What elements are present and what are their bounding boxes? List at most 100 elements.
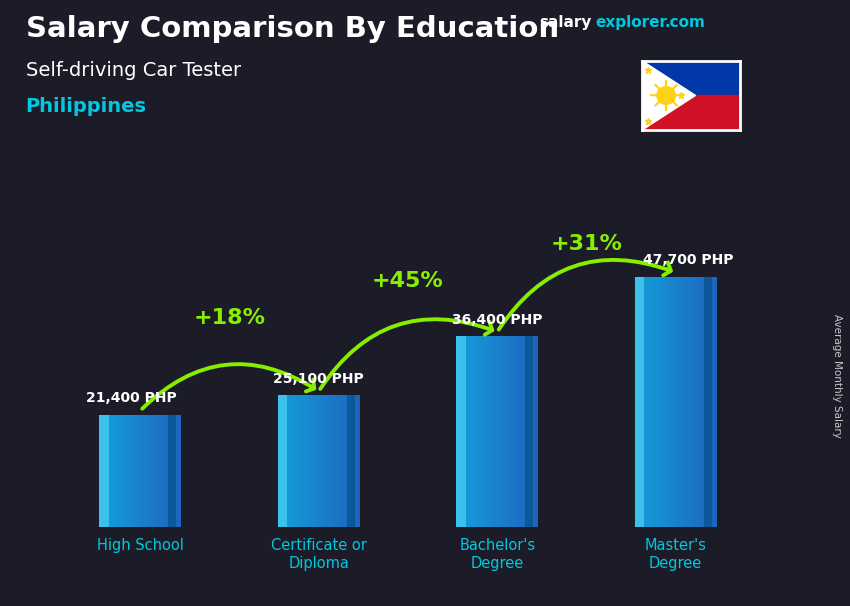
Bar [646,277,647,527]
Bar [290,395,292,527]
Bar [116,415,117,527]
Bar [330,395,332,527]
Bar [705,277,706,527]
Bar [161,415,162,527]
Bar [334,395,335,527]
Bar [524,336,526,527]
Text: +31%: +31% [551,235,622,255]
Bar [710,277,711,527]
Bar [486,336,488,527]
Bar [357,395,359,527]
Bar [125,415,127,527]
Bar [471,336,473,527]
Bar [536,336,538,527]
Text: explorer: explorer [595,15,667,30]
Bar [669,277,671,527]
Bar [674,277,676,527]
Bar [344,395,346,527]
Bar [282,395,283,527]
Bar [176,415,177,527]
Bar [129,415,131,527]
Bar [296,395,297,527]
Bar [278,395,287,527]
Bar [684,277,685,527]
Bar [308,395,309,527]
Bar [513,336,515,527]
Bar [154,415,156,527]
Bar [152,415,154,527]
Bar [321,395,323,527]
Bar [132,415,133,527]
Bar [135,415,136,527]
Bar [655,277,657,527]
Bar [99,415,101,527]
Bar [694,277,696,527]
Bar [280,395,282,527]
Bar [477,336,479,527]
Bar [665,277,666,527]
Text: Philippines: Philippines [26,97,146,116]
Bar [162,415,163,527]
Bar [339,395,341,527]
Bar [708,277,710,527]
Bar [658,277,660,527]
Text: Self-driving Car Tester: Self-driving Car Tester [26,61,241,79]
Bar [111,415,113,527]
Bar [118,415,120,527]
Bar [712,277,714,527]
Bar [522,336,524,527]
Bar [672,277,673,527]
Bar [335,395,337,527]
Bar [156,415,158,527]
Bar [299,395,301,527]
Bar [353,395,354,527]
Bar [692,277,694,527]
Bar [320,395,321,527]
Bar [314,395,316,527]
Bar [289,395,290,527]
Bar [354,395,355,527]
Bar [531,336,533,527]
Bar [696,277,698,527]
Bar [687,277,689,527]
Bar [109,415,110,527]
Bar [492,336,493,527]
Bar [635,277,637,527]
Bar [327,395,328,527]
Polygon shape [642,61,695,130]
Bar [145,415,147,527]
Bar [140,415,142,527]
Bar [278,395,280,527]
Bar [640,277,642,527]
Bar [124,415,125,527]
Text: Average Monthly Salary: Average Monthly Salary [832,314,842,438]
Bar [642,61,740,95]
Bar [642,95,740,130]
Bar [707,277,709,527]
Bar [662,277,664,527]
Bar [694,277,695,527]
Bar [671,277,672,527]
Bar [461,336,462,527]
Bar [298,395,300,527]
Bar [457,336,459,527]
Bar [337,395,339,527]
Bar [358,395,360,527]
Bar [341,395,342,527]
Bar [527,336,529,527]
Bar [666,277,667,527]
Text: 47,700 PHP: 47,700 PHP [643,253,734,267]
Bar [701,277,703,527]
Bar [294,395,296,527]
Bar [316,395,317,527]
Bar [170,415,172,527]
Bar [704,277,712,527]
Bar [163,415,165,527]
Bar [489,336,490,527]
Bar [107,415,109,527]
Bar [178,415,180,527]
Bar [342,395,343,527]
Bar [106,415,108,527]
Bar [703,277,705,527]
Bar [689,277,691,527]
